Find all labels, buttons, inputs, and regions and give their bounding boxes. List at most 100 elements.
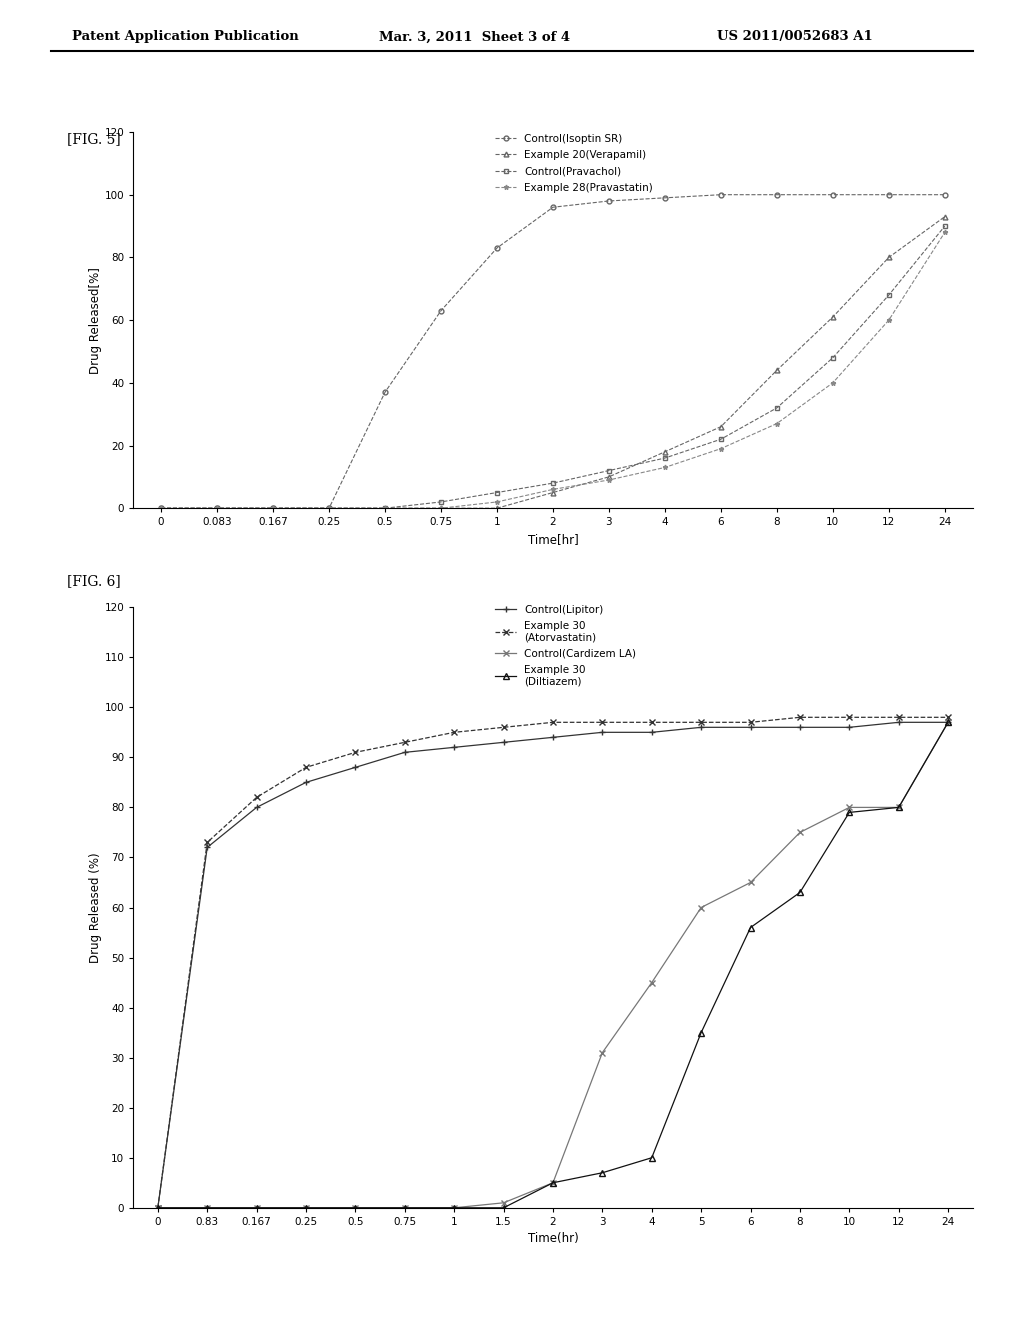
Control(Cardizem LA) xyxy=(843,800,855,816)
Example 30
(Atorvastatin) xyxy=(843,709,855,725)
Example 30
(Diltiazem) xyxy=(843,804,855,820)
Control(Lipitor) xyxy=(794,719,806,735)
Control(Pravachol) xyxy=(658,450,671,466)
Example 30
(Diltiazem) xyxy=(152,1200,164,1216)
Control(Cardizem LA) xyxy=(251,1200,263,1216)
Example 30
(Diltiazem) xyxy=(547,1175,559,1191)
Example 30
(Diltiazem) xyxy=(794,884,806,900)
Example 20(Verapamil) xyxy=(211,500,223,516)
Example 30
(Atorvastatin) xyxy=(251,789,263,805)
Line: Example 20(Verapamil): Example 20(Verapamil) xyxy=(159,214,947,511)
Example 30
(Atorvastatin) xyxy=(349,744,361,760)
Example 28(Pravastatin) xyxy=(490,494,503,510)
Example 28(Pravastatin) xyxy=(715,441,727,457)
Text: US 2011/0052683 A1: US 2011/0052683 A1 xyxy=(717,30,872,44)
Example 28(Pravastatin) xyxy=(939,224,951,240)
Text: [FIG. 5]: [FIG. 5] xyxy=(67,132,120,147)
Control(Lipitor) xyxy=(349,759,361,775)
Control(Isoptin SR) xyxy=(826,187,839,203)
Example 20(Verapamil) xyxy=(155,500,167,516)
Control(Pravachol) xyxy=(826,350,839,366)
Control(Lipitor) xyxy=(398,744,411,760)
Example 30
(Atorvastatin) xyxy=(300,759,312,775)
Y-axis label: Drug Released (%): Drug Released (%) xyxy=(88,853,101,962)
Example 20(Verapamil) xyxy=(490,500,503,516)
Control(Cardizem LA) xyxy=(449,1200,461,1216)
Example 20(Verapamil) xyxy=(323,500,335,516)
Y-axis label: Drug Released[%]: Drug Released[%] xyxy=(88,267,101,374)
Example 28(Pravastatin) xyxy=(771,416,783,432)
Control(Isoptin SR) xyxy=(603,193,615,209)
Example 30
(Atorvastatin) xyxy=(547,714,559,730)
Example 30
(Diltiazem) xyxy=(300,1200,312,1216)
Control(Lipitor) xyxy=(201,840,213,855)
Example 20(Verapamil) xyxy=(603,469,615,484)
Text: [FIG. 6]: [FIG. 6] xyxy=(67,574,120,589)
Control(Isoptin SR) xyxy=(323,500,335,516)
Line: Example 30
(Atorvastatin): Example 30 (Atorvastatin) xyxy=(155,714,951,1210)
Control(Isoptin SR) xyxy=(435,302,447,318)
Control(Pravachol) xyxy=(490,484,503,500)
Control(Cardizem LA) xyxy=(349,1200,361,1216)
Example 30
(Diltiazem) xyxy=(349,1200,361,1216)
Example 30
(Atorvastatin) xyxy=(942,709,954,725)
Example 28(Pravastatin) xyxy=(826,375,839,391)
Example 30
(Atorvastatin) xyxy=(152,1200,164,1216)
Control(Isoptin SR) xyxy=(771,187,783,203)
Example 28(Pravastatin) xyxy=(435,500,447,516)
Control(Isoptin SR) xyxy=(267,500,280,516)
Control(Lipitor) xyxy=(300,775,312,791)
Control(Isoptin SR) xyxy=(155,500,167,516)
Control(Isoptin SR) xyxy=(883,187,895,203)
Control(Pravachol) xyxy=(715,432,727,447)
Example 30
(Diltiazem) xyxy=(645,1150,657,1166)
Control(Cardizem LA) xyxy=(893,800,905,816)
Example 30
(Diltiazem) xyxy=(498,1200,510,1216)
Control(Isoptin SR) xyxy=(211,500,223,516)
Control(Lipitor) xyxy=(251,800,263,816)
Control(Lipitor) xyxy=(843,719,855,735)
Control(Cardizem LA) xyxy=(498,1195,510,1210)
Line: Control(Pravachol): Control(Pravachol) xyxy=(159,223,947,511)
Text: Mar. 3, 2011  Sheet 3 of 4: Mar. 3, 2011 Sheet 3 of 4 xyxy=(379,30,570,44)
Legend: Control(Isoptin SR), Example 20(Verapamil), Control(Pravachol), Example 28(Prava: Control(Isoptin SR), Example 20(Verapami… xyxy=(490,129,657,197)
Example 20(Verapamil) xyxy=(658,444,671,459)
Control(Cardizem LA) xyxy=(300,1200,312,1216)
Example 30
(Diltiazem) xyxy=(251,1200,263,1216)
Control(Cardizem LA) xyxy=(744,875,757,891)
Control(Cardizem LA) xyxy=(201,1200,213,1216)
Line: Control(Cardizem LA): Control(Cardizem LA) xyxy=(155,719,951,1210)
Control(Cardizem LA) xyxy=(398,1200,411,1216)
Control(Lipitor) xyxy=(498,734,510,750)
Control(Isoptin SR) xyxy=(547,199,559,215)
Control(Cardizem LA) xyxy=(695,900,708,916)
Example 30
(Atorvastatin) xyxy=(744,714,757,730)
Example 30
(Diltiazem) xyxy=(596,1164,608,1180)
Example 30
(Diltiazem) xyxy=(449,1200,461,1216)
Control(Pravachol) xyxy=(435,494,447,510)
Control(Pravachol) xyxy=(771,400,783,416)
Example 30
(Atorvastatin) xyxy=(893,709,905,725)
Text: Patent Application Publication: Patent Application Publication xyxy=(72,30,298,44)
Example 28(Pravastatin) xyxy=(603,473,615,488)
Example 20(Verapamil) xyxy=(939,209,951,224)
Example 30
(Diltiazem) xyxy=(695,1024,708,1040)
Example 20(Verapamil) xyxy=(267,500,280,516)
Control(Lipitor) xyxy=(547,730,559,746)
Example 28(Pravastatin) xyxy=(547,482,559,498)
Control(Pravachol) xyxy=(323,500,335,516)
Control(Pravachol) xyxy=(883,288,895,304)
Example 20(Verapamil) xyxy=(435,500,447,516)
Control(Isoptin SR) xyxy=(658,190,671,206)
Control(Pravachol) xyxy=(547,475,559,491)
Control(Pravachol) xyxy=(939,218,951,234)
Example 28(Pravastatin) xyxy=(267,500,280,516)
Example 30
(Atorvastatin) xyxy=(794,709,806,725)
Control(Lipitor) xyxy=(744,719,757,735)
Example 28(Pravastatin) xyxy=(155,500,167,516)
Legend: Control(Lipitor), Example 30
(Atorvastatin), Control(Cardizem LA), Example 30
(D: Control(Lipitor), Example 30 (Atorvastat… xyxy=(490,601,640,690)
Control(Lipitor) xyxy=(695,719,708,735)
Example 30
(Atorvastatin) xyxy=(201,834,213,850)
Example 30
(Atorvastatin) xyxy=(498,719,510,735)
Control(Cardizem LA) xyxy=(547,1175,559,1191)
